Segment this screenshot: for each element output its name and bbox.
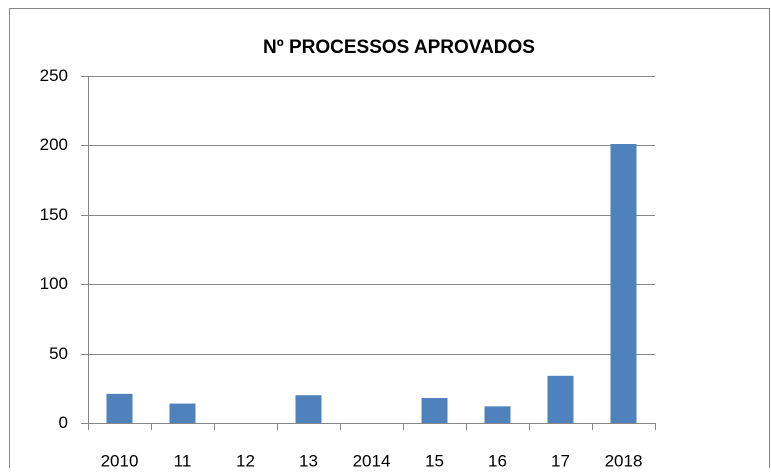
y-tick-label: 200 — [40, 135, 68, 154]
x-tick-label: 2010 — [101, 451, 139, 468]
bar — [421, 398, 448, 423]
y-tick-label: 0 — [59, 413, 68, 432]
x-tick-label: 2014 — [353, 451, 391, 468]
bar — [295, 395, 322, 423]
bar — [484, 406, 511, 423]
bar — [106, 393, 133, 423]
y-tick-label: 250 — [40, 66, 68, 85]
x-tick-label: 12 — [236, 451, 255, 468]
chart-border — [9, 8, 770, 473]
y-tick-label: 150 — [40, 205, 68, 224]
x-tick-label: 16 — [488, 451, 507, 468]
bar — [547, 375, 574, 423]
x-tick-label: 2018 — [605, 451, 643, 468]
x-tick-label: 13 — [299, 451, 318, 468]
bar — [610, 144, 637, 423]
bar — [169, 403, 196, 423]
chart-title: Nº PROCESSOS APROVADOS — [263, 37, 535, 58]
x-tick-label: 11 — [174, 451, 192, 468]
x-tick-label: 17 — [551, 451, 570, 468]
x-tick-label: 15 — [425, 451, 444, 468]
y-tick-label: 100 — [40, 274, 68, 293]
y-tick-label: 50 — [49, 344, 68, 363]
